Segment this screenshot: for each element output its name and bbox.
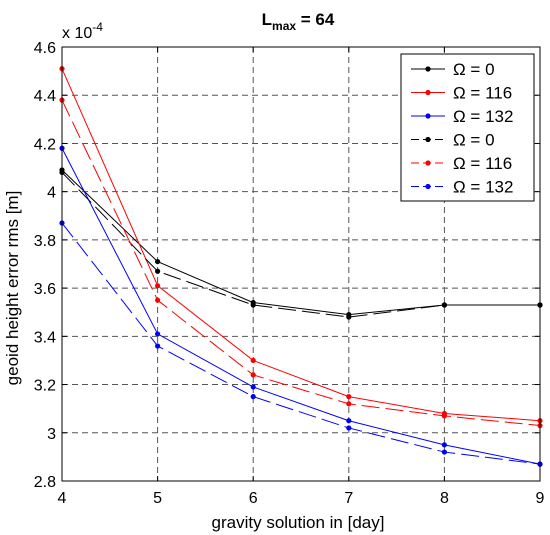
y-multiplier-exponent: -4: [92, 20, 103, 34]
data-point: [441, 449, 447, 455]
series-line: [61, 148, 541, 465]
data-point: [155, 283, 161, 289]
data-point: [346, 394, 352, 400]
plot-frame: [61, 46, 541, 482]
x-tick-label: 8: [440, 490, 449, 507]
data-point: [250, 357, 256, 364]
data-point: [441, 302, 447, 308]
legend-marker: [425, 160, 431, 166]
data-point: [250, 372, 256, 378]
legend-marker: [425, 89, 431, 96]
y-tick-label: 2.8: [34, 474, 56, 491]
y-tick-label: 3: [47, 426, 56, 443]
chart-title-suffix: = 64: [296, 10, 335, 29]
y-tick-label: 4.2: [34, 136, 56, 153]
data-point: [346, 425, 352, 431]
legend-label: Ω = 132: [453, 107, 513, 126]
legend-label: Ω = 0: [453, 60, 495, 79]
data-point: [346, 418, 352, 424]
chart-title: Lmax = 64: [262, 10, 335, 33]
data-point: [346, 401, 352, 407]
legend-box: [400, 53, 535, 202]
legend-label: Ω = 0: [453, 131, 495, 150]
series-line: [61, 99, 541, 427]
y-multiplier: x 10-4: [62, 20, 103, 42]
y-tick-label: 3.6: [34, 281, 56, 298]
data-point: [441, 413, 447, 419]
series-line: [61, 68, 541, 422]
legend-marker: [425, 66, 431, 72]
data-point: [155, 268, 161, 274]
legend-marker: [425, 113, 431, 119]
y-tick-label: 4: [47, 185, 56, 202]
legend-label: Ω = 116: [453, 154, 512, 173]
x-tick-label: 7: [344, 490, 353, 507]
y-axis-label: geoid height error rms [m]: [3, 191, 22, 386]
y-tick-label: 3.8: [34, 233, 56, 250]
series-lines: [59, 66, 543, 467]
data-point: [155, 331, 161, 337]
x-tick-label: 9: [536, 490, 545, 507]
y-tick-label: 4.6: [34, 40, 56, 57]
x-tick-label: 6: [249, 490, 258, 507]
x-tick-label: 5: [153, 490, 162, 507]
series-line: [61, 222, 541, 465]
data-point: [155, 258, 161, 265]
data-point: [346, 314, 352, 320]
legend-label: Ω = 116: [453, 84, 512, 103]
legend-marker: [425, 136, 431, 143]
data-point: [250, 302, 256, 308]
legend: Ω = 0 Ω = 116 Ω = 132 Ω = 0 Ω = 116 Ω = 132: [400, 53, 535, 202]
x-tick-label: 4: [58, 490, 67, 507]
legend-marker: [425, 183, 431, 190]
data-point: [250, 394, 256, 400]
y-tick-label: 3.4: [34, 329, 56, 346]
series-line: [61, 172, 540, 318]
x-axis-label: gravity solution in [day]: [212, 513, 385, 532]
y-tick-label: 4.4: [34, 88, 56, 105]
data-point: [155, 343, 161, 349]
data-point: [250, 384, 256, 390]
axis-ticks: 4 5 6 7 8 9 2.8 3 3.2 3.4 3.6 3.8 4 4.2 4.4 4.6: [34, 40, 545, 507]
chart-title-subscript: max: [272, 19, 296, 33]
y-tick-label: 3.2: [34, 378, 56, 395]
data-point: [155, 297, 161, 303]
legend-label: Ω = 132: [453, 178, 513, 197]
data-point: [441, 442, 447, 448]
